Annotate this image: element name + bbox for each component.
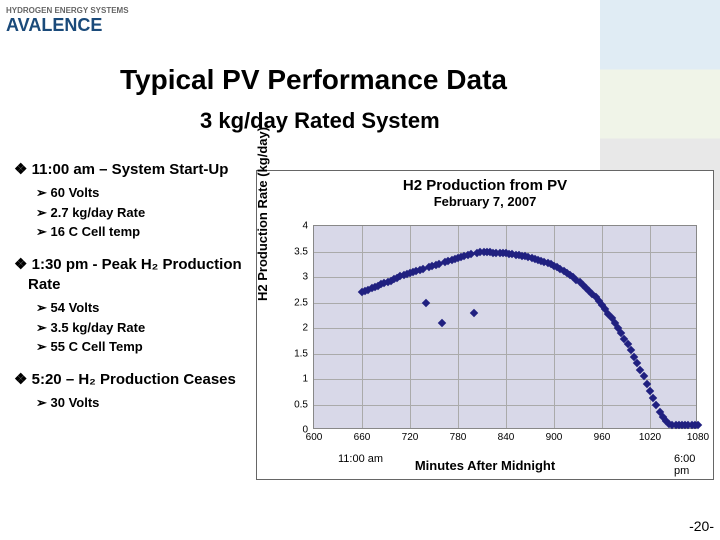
- y-tick: 3: [302, 272, 308, 283]
- bullet-head: 11:00 am – System Start-Up: [14, 160, 244, 180]
- y-tick: 2: [302, 323, 308, 334]
- bullet-item: 54 Volts: [36, 299, 244, 317]
- x-tick: 840: [498, 432, 515, 443]
- y-tick: 1: [302, 374, 308, 385]
- chart-xlabel: Minutes After Midnight: [257, 458, 713, 473]
- y-tick: 3.5: [294, 246, 308, 257]
- bullet-item: 3.5 kg/day Rate: [36, 319, 244, 337]
- chart-date: February 7, 2007: [257, 194, 713, 209]
- bullet-list: 11:00 am – System Start-Up 60 Volts 2.7 kg…: [14, 146, 244, 414]
- bullet-item: 30 Volts: [36, 394, 244, 412]
- x-tick: 1080: [687, 432, 709, 443]
- x-tick: 960: [594, 432, 611, 443]
- page-subtitle: 3 kg/day Rated System: [200, 108, 440, 134]
- x-tick: 660: [354, 432, 371, 443]
- bullet-item: 60 Volts: [36, 184, 244, 202]
- bullet-item: 16 C Cell temp: [36, 223, 244, 241]
- logo: HYDROGEN ENERGY SYSTEMS AVALENCE: [6, 6, 129, 36]
- y-tick: 1.5: [294, 348, 308, 359]
- x-tick: 780: [450, 432, 467, 443]
- bullet-head: 5:20 – H₂ Production Ceases: [14, 370, 244, 390]
- data-point: [438, 319, 446, 327]
- bullet-item: 2.7 kg/day Rate: [36, 204, 244, 222]
- page-number: -20-: [689, 518, 714, 534]
- data-point: [470, 308, 478, 316]
- x-tick: 1020: [639, 432, 661, 443]
- chart: H2 Production from PV February 7, 2007 0…: [256, 170, 714, 480]
- chart-ylabel: H2 Production Rate (kg/day): [255, 127, 270, 301]
- x-tick: 900: [546, 432, 563, 443]
- y-tick: 0.5: [294, 399, 308, 410]
- page-title: Typical PV Performance Data: [120, 64, 507, 96]
- chart-title: H2 Production from PV: [257, 177, 713, 194]
- x-tick: 720: [402, 432, 419, 443]
- logo-brand: AVALENCE: [6, 15, 102, 35]
- bullet-head: 1:30 pm - Peak H₂ Production Rate: [14, 255, 244, 296]
- bullet-item: 55 C Cell Temp: [36, 338, 244, 356]
- y-tick: 4: [302, 221, 308, 232]
- y-tick: 2.5: [294, 297, 308, 308]
- logo-tag: HYDROGEN ENERGY SYSTEMS: [6, 6, 129, 15]
- plot-area: 00.511.522.533.5460066072078084090096010…: [313, 225, 697, 429]
- x-tick: 600: [306, 432, 323, 443]
- data-point: [422, 298, 430, 306]
